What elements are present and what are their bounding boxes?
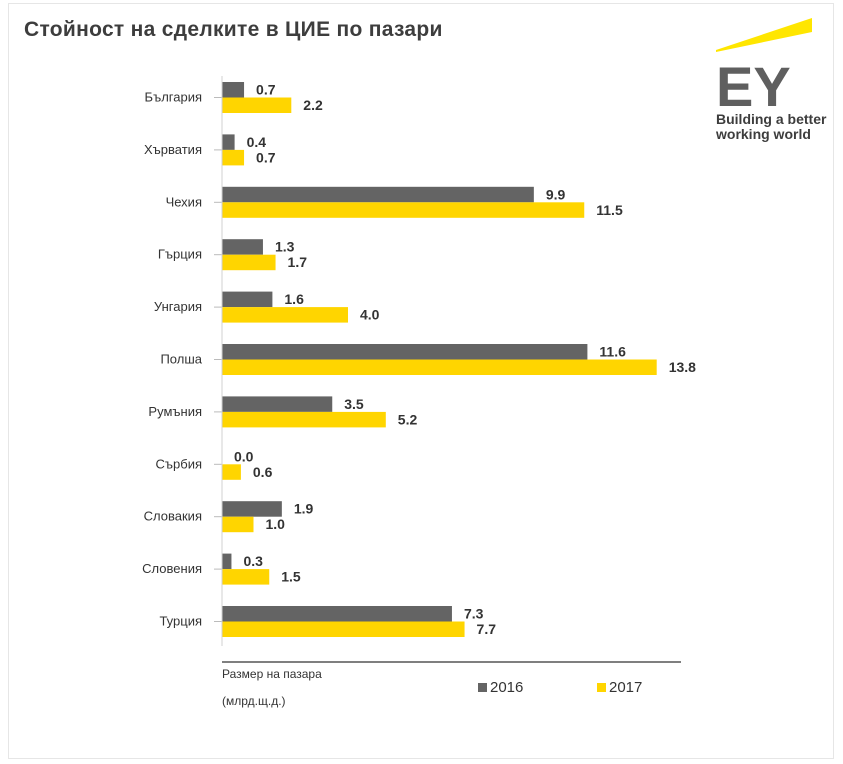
data-label-2016: 0.0 (234, 448, 254, 464)
bar-2017 (222, 149, 245, 166)
data-label-2016: 11.6 (599, 344, 626, 360)
category-label: Словакия (144, 509, 202, 524)
data-label-2016: 7.3 (464, 606, 484, 622)
legend-label-2017: 2017 (609, 679, 643, 696)
axis-note-line2: (млрд.щ.д.) (222, 694, 286, 708)
data-label-2017: 13.8 (669, 359, 696, 375)
bar-2017 (222, 411, 386, 428)
data-label-2017: 1.0 (266, 516, 286, 532)
category-label: Хърватия (144, 142, 202, 157)
data-label-2017: 0.7 (256, 149, 276, 165)
logo-mark: EY (716, 55, 791, 118)
category-label: Словения (142, 561, 202, 576)
legend-item-2017: 2017 (597, 679, 642, 696)
category-label: Турция (159, 614, 202, 629)
data-label-2016: 9.9 (546, 186, 566, 202)
bar-2016 (222, 396, 333, 412)
data-label-2016: 0.7 (256, 82, 276, 98)
logo-tagline: Building a better working world (716, 112, 841, 142)
bar-2016 (222, 186, 534, 203)
bar-2017 (222, 359, 657, 375)
category-label: Гърция (158, 247, 202, 262)
bar-2016 (222, 291, 273, 308)
bar-2016 (222, 606, 452, 622)
data-label-2017: 2.2 (303, 97, 323, 113)
category-label: Сърбия (156, 456, 203, 471)
legend-swatch-2017 (597, 683, 606, 692)
bar-2016 (222, 239, 263, 255)
category-label: Румъния (148, 404, 202, 419)
category-label: България (145, 90, 202, 105)
legend-item-2016: 2016 (478, 679, 523, 696)
category-label: Полша (160, 352, 202, 367)
data-label-2016: 1.3 (275, 239, 295, 255)
bar-2017 (222, 569, 270, 585)
bar-2016 (222, 553, 232, 570)
ey-logo-icon: EY (716, 18, 812, 118)
bar-2016 (222, 82, 245, 98)
legend-label-2016: 2016 (490, 679, 524, 696)
legend-swatch-2016 (478, 683, 487, 692)
bar-2017 (222, 464, 241, 480)
bar-2016 (222, 344, 588, 360)
data-label-2016: 0.4 (247, 134, 267, 150)
bar-2017 (222, 621, 465, 637)
category-label: Чехия (166, 194, 202, 209)
bar-2017 (222, 254, 276, 271)
bar-2017 (222, 516, 254, 533)
bar-2017 (222, 97, 292, 113)
data-label-2016: 1.6 (284, 291, 304, 307)
data-label-2017: 7.7 (477, 621, 497, 637)
logo-tagline-line2: working world (716, 126, 811, 142)
bar-2016 (222, 134, 235, 150)
axis-note-line1: Размер на пазара (222, 667, 322, 681)
logo-tagline-line1: Building a better (716, 111, 827, 127)
bar-2016 (222, 501, 282, 517)
data-label-2017: 0.6 (253, 464, 273, 480)
category-label: Унгария (154, 299, 202, 314)
data-label-2016: 1.9 (294, 501, 314, 517)
data-label-2017: 1.5 (281, 569, 301, 585)
data-label-2017: 5.2 (398, 411, 418, 427)
bar-2017 (222, 307, 348, 323)
data-label-2017: 1.7 (288, 254, 308, 270)
data-label-2017: 11.5 (596, 202, 623, 218)
chart-title: Стойност на сделките в ЦИЕ по пазари (24, 18, 443, 41)
chart-frame (8, 3, 834, 759)
data-label-2016: 3.5 (344, 396, 364, 412)
data-label-2017: 4.0 (360, 307, 380, 323)
bar-2017 (222, 202, 585, 218)
data-label-2016: 0.3 (243, 553, 263, 569)
